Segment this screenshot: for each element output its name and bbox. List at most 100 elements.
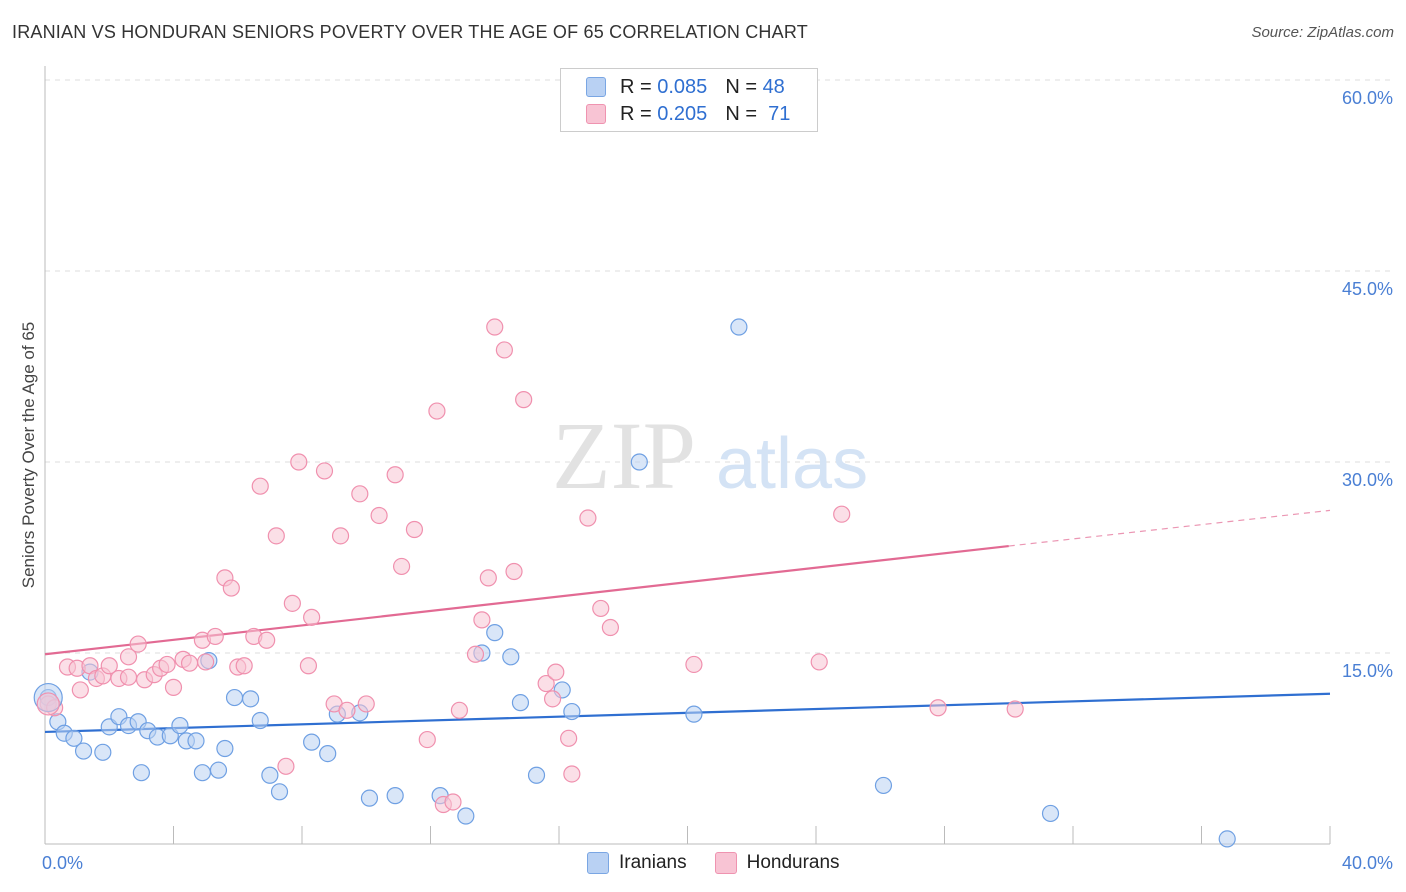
data-point — [592, 599, 610, 618]
legend-n-label: N = — [725, 102, 757, 125]
data-point — [479, 569, 497, 587]
data-point — [351, 485, 369, 503]
data-point — [303, 733, 321, 751]
data-point — [158, 655, 176, 674]
data-point — [444, 793, 462, 811]
legend-swatch-hondurans — [586, 104, 606, 124]
data-point — [473, 611, 491, 629]
data-point — [270, 783, 289, 801]
data-point — [290, 453, 308, 471]
y-tick-label: 45.0% — [1342, 279, 1393, 299]
data-point — [360, 789, 379, 807]
data-point — [209, 761, 228, 779]
trend-extension-hondurans — [1008, 509, 1331, 547]
data-point — [428, 402, 446, 420]
legend-r-value: 0.085 — [657, 75, 708, 98]
data-point — [601, 618, 620, 637]
data-point — [450, 701, 469, 719]
data-point — [187, 732, 205, 750]
data-point — [486, 624, 504, 642]
x-tick-label: 40.0% — [1342, 853, 1393, 873]
data-point — [206, 627, 224, 646]
source-label: Source: ZipAtlas.com — [1251, 24, 1394, 41]
data-point — [386, 466, 404, 484]
data-point — [579, 509, 597, 527]
data-point — [543, 690, 562, 708]
legend-swatch-iranians — [586, 77, 606, 97]
legend-r-label: R = — [620, 102, 652, 125]
legend-r-label: R = — [620, 75, 652, 98]
watermark-zip: ZIP — [552, 402, 696, 509]
trend-line-hondurans — [44, 544, 1009, 656]
correlation-legend: R = 0.085 N = 48 R = 0.205 N = 71 — [560, 68, 818, 132]
data-point — [251, 477, 269, 495]
data-point — [405, 520, 424, 539]
data-point — [71, 681, 89, 699]
data-point — [560, 729, 578, 747]
chart-title: IRANIAN VS HONDURAN SENIORS POVERTY OVER… — [12, 22, 808, 42]
data-point — [331, 527, 350, 545]
data-points — [33, 107, 1236, 848]
data-point — [1218, 830, 1236, 848]
legend-label-hondurans: Hondurans — [746, 852, 840, 873]
y-axis-label: Seniors Poverty Over the Age of 65 — [19, 322, 38, 588]
data-point — [65, 729, 83, 747]
data-point — [685, 705, 703, 723]
data-point — [303, 608, 321, 626]
data-point — [370, 506, 388, 525]
data-point — [164, 678, 183, 696]
data-point — [486, 318, 504, 336]
y-tick-label: 15.0% — [1342, 661, 1393, 681]
data-point — [466, 645, 485, 663]
data-point — [235, 657, 253, 675]
data-point — [216, 739, 234, 758]
data-point — [833, 505, 851, 523]
data-point — [180, 654, 199, 672]
data-point — [132, 764, 150, 782]
data-point — [630, 453, 648, 471]
data-point — [319, 744, 337, 763]
data-point — [537, 674, 555, 693]
data-point — [242, 690, 260, 708]
data-point — [299, 657, 318, 675]
data-point — [258, 631, 276, 649]
data-point — [315, 462, 334, 480]
legend-n-value: 71 — [768, 102, 791, 125]
data-point — [338, 701, 356, 719]
data-point — [515, 391, 533, 409]
legend-row-iranians: R = 0.085 N = 48 — [586, 74, 785, 100]
watermark: ZIP atlas — [552, 402, 868, 509]
data-point — [171, 716, 189, 735]
data-point — [563, 702, 581, 721]
data-point — [251, 711, 269, 730]
legend-n-value: 48 — [762, 75, 785, 98]
data-point — [505, 562, 523, 581]
watermark-atlas: atlas — [716, 424, 868, 504]
data-point — [357, 695, 375, 713]
data-point — [225, 688, 244, 707]
legend-swatch-iranians — [587, 852, 609, 874]
data-point — [94, 743, 112, 761]
legend-r-value: 0.205 — [657, 102, 708, 125]
data-point — [527, 766, 546, 784]
data-point — [267, 527, 285, 545]
y-tick-label: 30.0% — [1342, 470, 1393, 490]
data-point — [197, 653, 215, 671]
data-point — [222, 579, 240, 597]
data-point — [283, 594, 301, 612]
legend-n-label: N = — [725, 75, 757, 98]
data-point — [119, 668, 138, 686]
data-point — [418, 730, 436, 749]
legend-item-iranians: Iranians — [587, 852, 687, 874]
legend-label-iranians: Iranians — [619, 852, 687, 873]
data-point — [100, 657, 118, 675]
x-tick-labels: 0.0% 40.0% — [42, 853, 1393, 873]
data-point — [1041, 804, 1060, 823]
data-point — [386, 787, 404, 805]
data-point — [261, 766, 279, 784]
data-point — [74, 742, 93, 760]
data-point — [563, 765, 581, 783]
x-tick-label: 0.0% — [42, 853, 83, 873]
data-point — [874, 776, 893, 795]
